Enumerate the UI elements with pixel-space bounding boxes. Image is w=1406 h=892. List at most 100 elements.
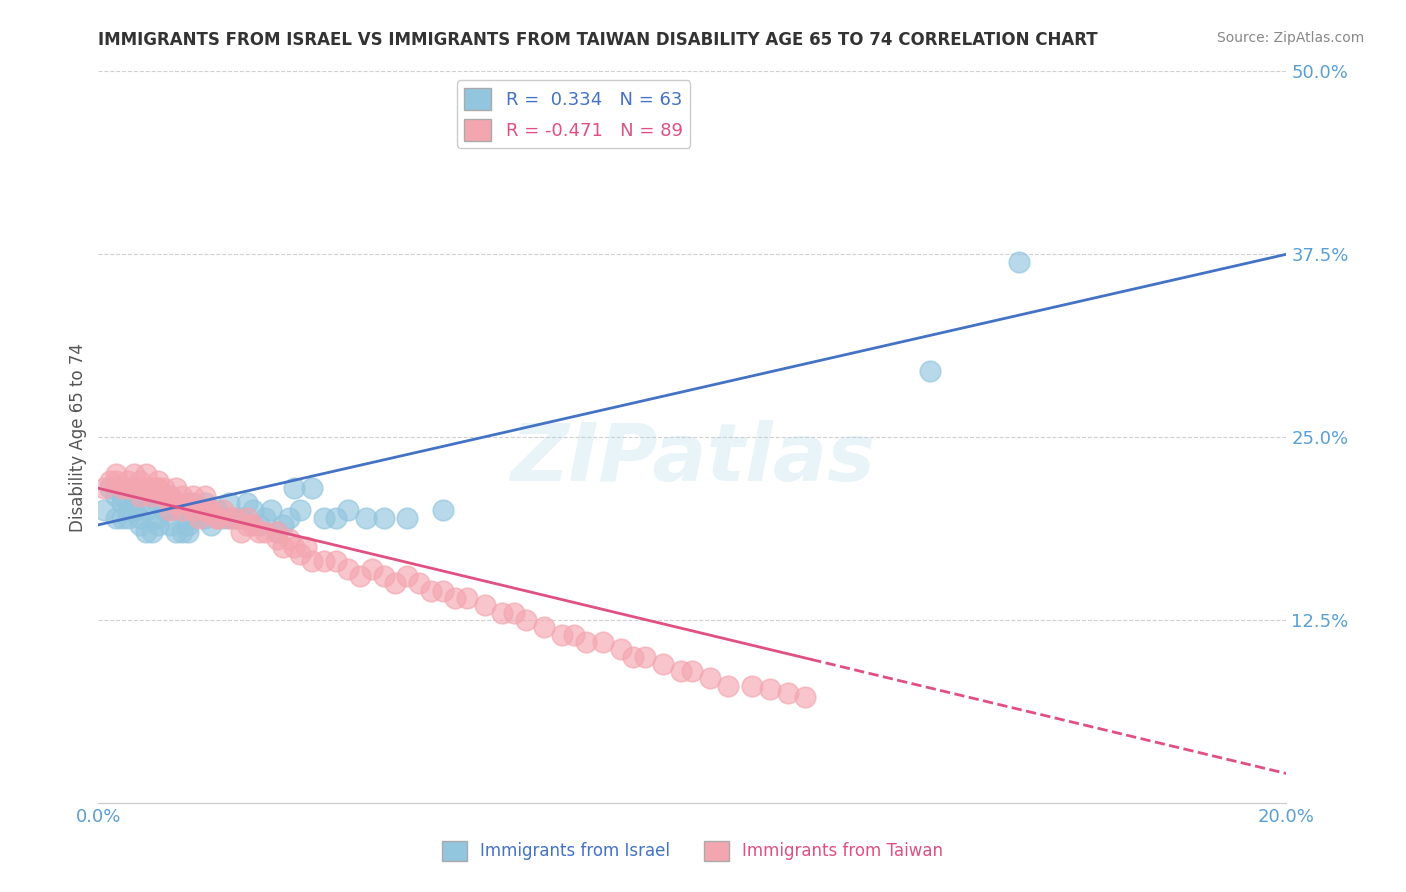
Point — [194, 489, 217, 503]
Point — [111, 489, 134, 503]
Point — [634, 649, 657, 664]
Point — [117, 481, 139, 495]
Point — [93, 481, 115, 495]
Point — [621, 649, 644, 664]
Point — [146, 481, 169, 495]
Point — [159, 517, 181, 532]
Point — [242, 517, 264, 532]
Point — [152, 489, 174, 503]
Point — [336, 503, 359, 517]
Point — [266, 525, 288, 540]
Point — [373, 569, 395, 583]
Point — [271, 517, 294, 532]
Point — [135, 481, 157, 495]
Point — [266, 533, 288, 547]
Point — [188, 510, 211, 524]
Point — [271, 540, 294, 554]
Point — [491, 606, 513, 620]
Point — [266, 525, 288, 540]
Point — [224, 510, 246, 524]
Point — [135, 503, 157, 517]
Point — [200, 503, 222, 517]
Point — [165, 525, 187, 540]
Point — [236, 496, 259, 510]
Point — [129, 489, 152, 503]
Text: Source: ZipAtlas.com: Source: ZipAtlas.com — [1216, 31, 1364, 45]
Point — [574, 635, 596, 649]
Point — [682, 664, 704, 678]
Point — [349, 569, 371, 583]
Point — [224, 510, 246, 524]
Point — [229, 510, 252, 524]
Point — [717, 679, 740, 693]
Point — [218, 510, 240, 524]
Point — [443, 591, 465, 605]
Point — [277, 510, 299, 524]
Point — [183, 489, 205, 503]
Point — [141, 525, 163, 540]
Point — [283, 540, 305, 554]
Point — [212, 510, 235, 524]
Point — [194, 510, 217, 524]
Point — [122, 467, 145, 481]
Point — [111, 481, 134, 495]
Point — [176, 496, 198, 510]
Point — [98, 474, 121, 488]
Point — [176, 517, 198, 532]
Point — [229, 525, 252, 540]
Point — [117, 510, 139, 524]
Point — [669, 664, 692, 678]
Point — [207, 503, 229, 517]
Point — [183, 503, 205, 517]
Point — [170, 525, 193, 540]
Point — [194, 496, 217, 510]
Point — [236, 510, 259, 524]
Point — [152, 489, 174, 503]
Point — [396, 569, 419, 583]
Text: IMMIGRANTS FROM ISRAEL VS IMMIGRANTS FROM TAIWAN DISABILITY AGE 65 TO 74 CORRELA: IMMIGRANTS FROM ISRAEL VS IMMIGRANTS FRO… — [98, 31, 1098, 49]
Point — [165, 481, 187, 495]
Y-axis label: Disability Age 65 to 74: Disability Age 65 to 74 — [69, 343, 87, 532]
Point — [141, 481, 163, 495]
Legend: Immigrants from Israel, Immigrants from Taiwan: Immigrants from Israel, Immigrants from … — [436, 834, 949, 868]
Point — [93, 503, 115, 517]
Point — [111, 496, 134, 510]
Point — [183, 496, 205, 510]
Point — [122, 481, 145, 495]
Point — [314, 554, 336, 568]
Point — [135, 525, 157, 540]
Point — [218, 496, 240, 510]
Point — [159, 503, 181, 517]
Point — [373, 510, 395, 524]
Point — [253, 525, 276, 540]
Point — [551, 627, 574, 641]
Point — [408, 576, 430, 591]
Point — [776, 686, 799, 700]
Point — [159, 489, 181, 503]
Point — [105, 467, 128, 481]
Point — [117, 503, 139, 517]
Point — [176, 496, 198, 510]
Point — [218, 510, 240, 524]
Point — [325, 554, 347, 568]
Point — [146, 474, 169, 488]
Point — [384, 576, 406, 591]
Point — [141, 489, 163, 503]
Text: ZIPatlas: ZIPatlas — [510, 420, 875, 498]
Point — [170, 503, 193, 517]
Point — [146, 517, 169, 532]
Point — [277, 533, 299, 547]
Point — [141, 489, 163, 503]
Point — [758, 681, 780, 696]
Point — [432, 583, 454, 598]
Point — [247, 517, 270, 532]
Point — [146, 481, 169, 495]
Point — [420, 583, 443, 598]
Point — [699, 672, 721, 686]
Point — [111, 510, 134, 524]
Point — [253, 510, 276, 524]
Point — [515, 613, 537, 627]
Point — [295, 540, 318, 554]
Point — [325, 510, 347, 524]
Point — [146, 496, 169, 510]
